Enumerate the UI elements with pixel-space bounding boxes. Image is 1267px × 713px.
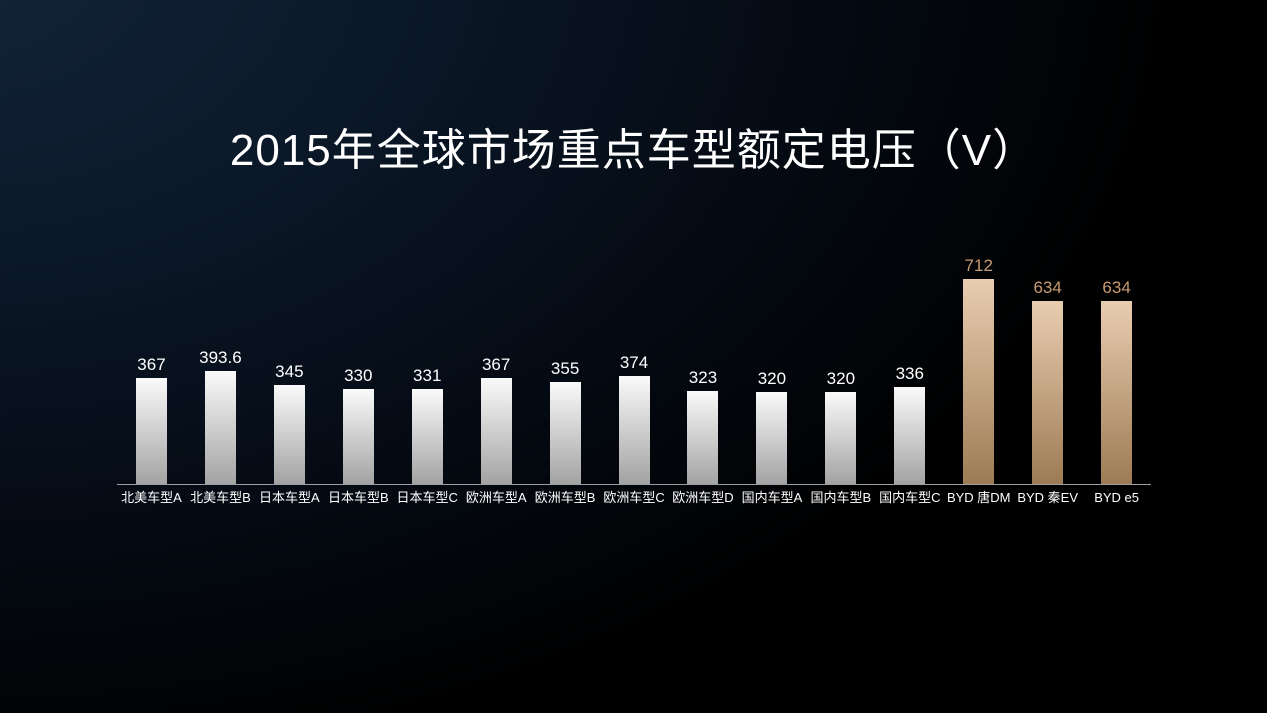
- bar-value-label: 331: [413, 366, 442, 385]
- bar-value-label: 320: [826, 369, 856, 388]
- bar-silver: [342, 389, 374, 484]
- bar-value-label: 374: [619, 353, 649, 372]
- bar-column: 393.6: [186, 349, 255, 484]
- bar-value-label: 634: [1102, 278, 1131, 297]
- bar-value-label: 367: [481, 355, 511, 374]
- bar-value-label: 634: [1033, 278, 1062, 297]
- category-label: 国内车型C: [879, 490, 941, 505]
- category-row: 北美车型A 北美车型B 日本车型A 日本车型B 日本车型C 欧洲车型A 欧洲车型B 欧洲车型C…: [117, 490, 1151, 506]
- bar-column: 712: [944, 257, 1013, 484]
- bar-column: 634: [1013, 279, 1082, 484]
- bar-value-label: 355: [550, 359, 580, 378]
- bar-silver: [549, 382, 581, 484]
- bar-silver: [825, 392, 857, 484]
- category-label: 国内车型B: [810, 490, 872, 505]
- bar-silver: [411, 389, 443, 484]
- category-label: 日本车型B: [327, 490, 389, 505]
- category-label: 日本车型A: [259, 490, 320, 505]
- category-label: BYD 秦EV: [1017, 490, 1078, 505]
- bar-column: 320: [806, 370, 875, 484]
- bar-silver: [618, 376, 650, 484]
- bar-column: 323: [669, 369, 738, 484]
- bar-value-label: 345: [275, 362, 304, 381]
- bar-gold: [1032, 301, 1064, 484]
- bar-column: 374: [600, 354, 669, 484]
- bar-gold: [963, 279, 995, 484]
- category-label: 日本车型C: [396, 490, 458, 505]
- bar-value-label: 393.6: [199, 348, 242, 367]
- bar-value-label: 336: [895, 364, 924, 383]
- bar-column: 336: [875, 365, 944, 484]
- category-label: BYD 唐DM: [946, 490, 1011, 505]
- bar-column: 320: [737, 370, 806, 484]
- category-label: 欧洲车型D: [672, 490, 734, 505]
- bar-column: 331: [393, 367, 462, 484]
- bar-value-label: 323: [688, 368, 718, 387]
- bar-silver: [480, 378, 512, 484]
- x-axis-line: [117, 484, 1151, 485]
- bar-column: 330: [324, 367, 393, 484]
- bar-chart: 367 393.6 345 330 331 367 355 374 323 320 320 336 71…: [117, 250, 1151, 506]
- category-label: 欧洲车型C: [603, 490, 665, 505]
- category-label: 北美车型B: [190, 490, 251, 505]
- bar-silver: [894, 387, 926, 484]
- bar-column: 367: [462, 356, 531, 484]
- bar-value-label: 320: [757, 369, 787, 388]
- bar-column: 355: [531, 360, 600, 484]
- bars-row: 367 393.6 345 330 331 367 355 374 323 320 320 336 71…: [117, 250, 1151, 484]
- bar-silver: [273, 385, 305, 484]
- bar-column: 634: [1082, 279, 1151, 484]
- bar-silver: [204, 371, 236, 484]
- bar-gold: [1101, 301, 1133, 484]
- bar-silver: [756, 392, 788, 484]
- bar-silver: [687, 391, 719, 484]
- category-label: 国内车型A: [741, 490, 803, 505]
- bar-value-label: 330: [344, 366, 373, 385]
- category-label: 欧洲车型A: [465, 490, 527, 505]
- bar-column: 345: [255, 363, 324, 484]
- bar-silver: [135, 378, 167, 484]
- bar-value-label: 712: [964, 256, 993, 275]
- bar-column: 367: [117, 356, 186, 484]
- chart-title: 2015年全球市场重点车型额定电压（V）: [229, 126, 1038, 175]
- bar-value-label: 367: [137, 355, 166, 374]
- category-label: 欧洲车型B: [534, 490, 596, 505]
- category-label: 北美车型A: [121, 490, 182, 505]
- category-label: BYD e5: [1094, 490, 1139, 505]
